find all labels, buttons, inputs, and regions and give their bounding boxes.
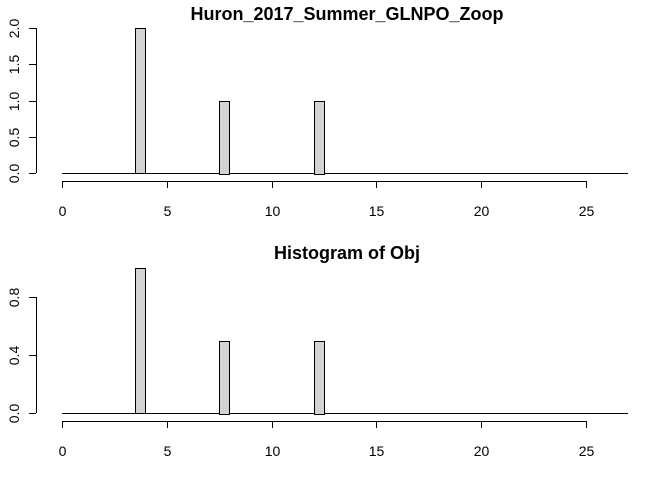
x-tick-label: 15: [369, 203, 385, 219]
histogram-bar: [314, 101, 325, 175]
chart-title: Histogram of Obj: [274, 243, 420, 263]
x-tick-label: 10: [265, 443, 281, 459]
x-tick-label: 20: [474, 443, 490, 459]
histogram-bar: [219, 101, 230, 175]
panel-bottom: Histogram of Obj 0 5 10 15 20 25 0.0 0.4 0.8: [6, 243, 628, 459]
x-tick-label: 25: [579, 443, 595, 459]
y-tick-label: 0.0: [6, 404, 22, 424]
panel-top: Huron_2017_Summer_GLNPO_Zoop 0 5 10 15 20 25 0.…: [6, 4, 628, 219]
y-tick-label: 0.5: [6, 128, 22, 148]
x-tick-label: 0: [59, 443, 67, 459]
x-tick-label: 25: [579, 203, 595, 219]
x-tick-label: 0: [59, 203, 67, 219]
x-tick-label: 5: [164, 443, 172, 459]
chart-title: Huron_2017_Summer_GLNPO_Zoop: [190, 4, 503, 24]
y-tick-label: 0.4: [6, 346, 22, 366]
y-tick-label: 1.0: [6, 92, 22, 112]
y-tick-label: 0.0: [6, 164, 22, 184]
x-tick-label: 20: [474, 203, 490, 219]
x-tick-label: 5: [164, 203, 172, 219]
histogram-bar: [219, 341, 230, 415]
y-tick-label: 1.5: [6, 55, 22, 75]
x-tick-label: 15: [369, 443, 385, 459]
histogram-bar: [314, 341, 325, 415]
y-tick-label: 0.8: [6, 288, 22, 308]
histogram-bar: [135, 268, 146, 414]
y-tick-label: 2.0: [6, 19, 22, 39]
histogram-bar: [135, 28, 146, 174]
x-tick-label: 10: [265, 203, 281, 219]
